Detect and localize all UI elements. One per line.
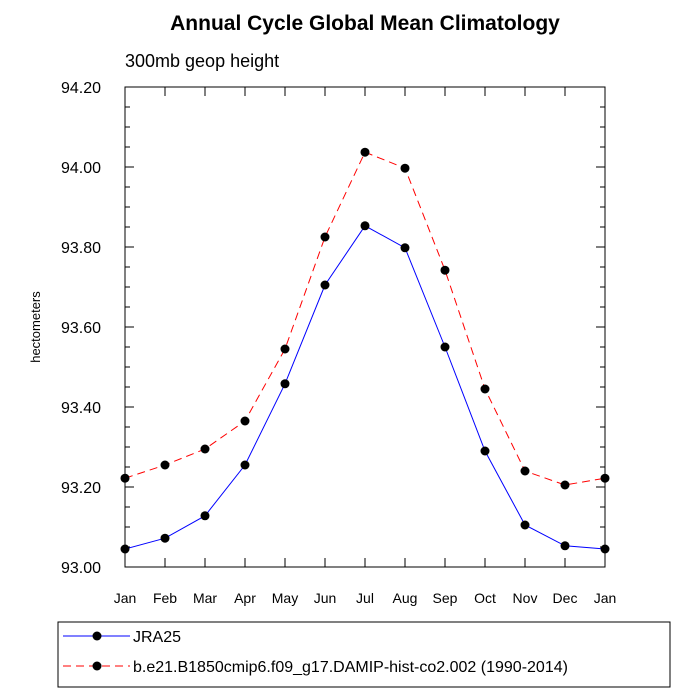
series-2-point [160, 460, 170, 470]
x-tick-label: Nov [513, 590, 538, 606]
series-1-point [600, 544, 610, 554]
x-tick-label: Jan [594, 590, 617, 606]
plot-frame [124, 86, 606, 568]
series-1-point [480, 446, 490, 456]
legend-marker-2 [92, 661, 102, 671]
legend-label-2: b.e21.B1850cmip6.f09_g17.DAMIP-hist-co2.… [133, 659, 568, 676]
series-1-point [200, 511, 210, 521]
series-1-point [400, 243, 410, 253]
series-2-point [600, 473, 610, 483]
series-layer [120, 147, 610, 554]
x-tick-label: Jun [314, 590, 337, 606]
series-2-point [480, 384, 490, 394]
series-1-point [240, 460, 250, 470]
x-tick-label: Apr [234, 590, 256, 606]
series-1-point [280, 379, 290, 389]
y-tick-label: 94.00 [61, 160, 101, 177]
x-tick-label: Sep [433, 590, 458, 606]
y-axis-label: hectometers [28, 291, 43, 363]
legend-label-1: JRA25 [133, 629, 181, 646]
y-tick-label: 93.40 [61, 400, 101, 417]
series-1-point [560, 541, 570, 551]
x-tick-label: Jan [114, 590, 137, 606]
x-tick-label: Feb [153, 590, 177, 606]
y-tick-label: 93.20 [61, 480, 101, 497]
series-2-point [200, 444, 210, 454]
series-2-point [240, 416, 250, 426]
series-2-point [440, 265, 450, 275]
x-tick-label: Jul [356, 590, 374, 606]
series-2-point [560, 480, 570, 490]
y-tick-label: 93.80 [61, 240, 101, 257]
y-tick-label: 93.00 [61, 560, 101, 577]
y-tick-label: 93.60 [61, 320, 101, 337]
series-line-1 [124, 225, 606, 550]
x-tick-label: Oct [474, 590, 496, 606]
x-tick-label: Dec [553, 590, 578, 606]
axis-ticks [124, 86, 606, 568]
y-tick-label: 94.20 [61, 80, 101, 97]
series-2-point [280, 344, 290, 354]
chart-subtitle: 300mb geop height [125, 51, 279, 71]
series-2-point [120, 473, 130, 483]
legend-box [57, 621, 671, 688]
y-tick-labels: 93.00 93.20 93.40 93.60 93.80 94.00 94.20 [61, 80, 101, 577]
legend: JRA25 b.e21.B1850cmip6.f09_g17.DAMIP-hist… [63, 629, 568, 676]
chart-title: Annual Cycle Global Mean Climatology [170, 12, 560, 35]
legend-marker-1 [92, 631, 102, 641]
x-tick-label: Aug [393, 590, 418, 606]
series-2-point [400, 163, 410, 173]
x-tick-labels: Jan Feb Mar Apr May Jun Jul Aug Sep Oct Nov Dec Jan [114, 590, 617, 606]
series-1-point [520, 520, 530, 530]
series-2-point [320, 232, 330, 242]
series-2-point [520, 466, 530, 476]
x-tick-label: Mar [193, 590, 217, 606]
series-1-point [320, 280, 330, 290]
series-line-2 [124, 151, 606, 486]
series-1-point [160, 533, 170, 543]
x-tick-label: May [272, 590, 298, 606]
series-1-point [360, 221, 370, 231]
series-1-point [120, 544, 130, 554]
series-1-point [440, 342, 450, 352]
series-2-point [360, 147, 370, 157]
